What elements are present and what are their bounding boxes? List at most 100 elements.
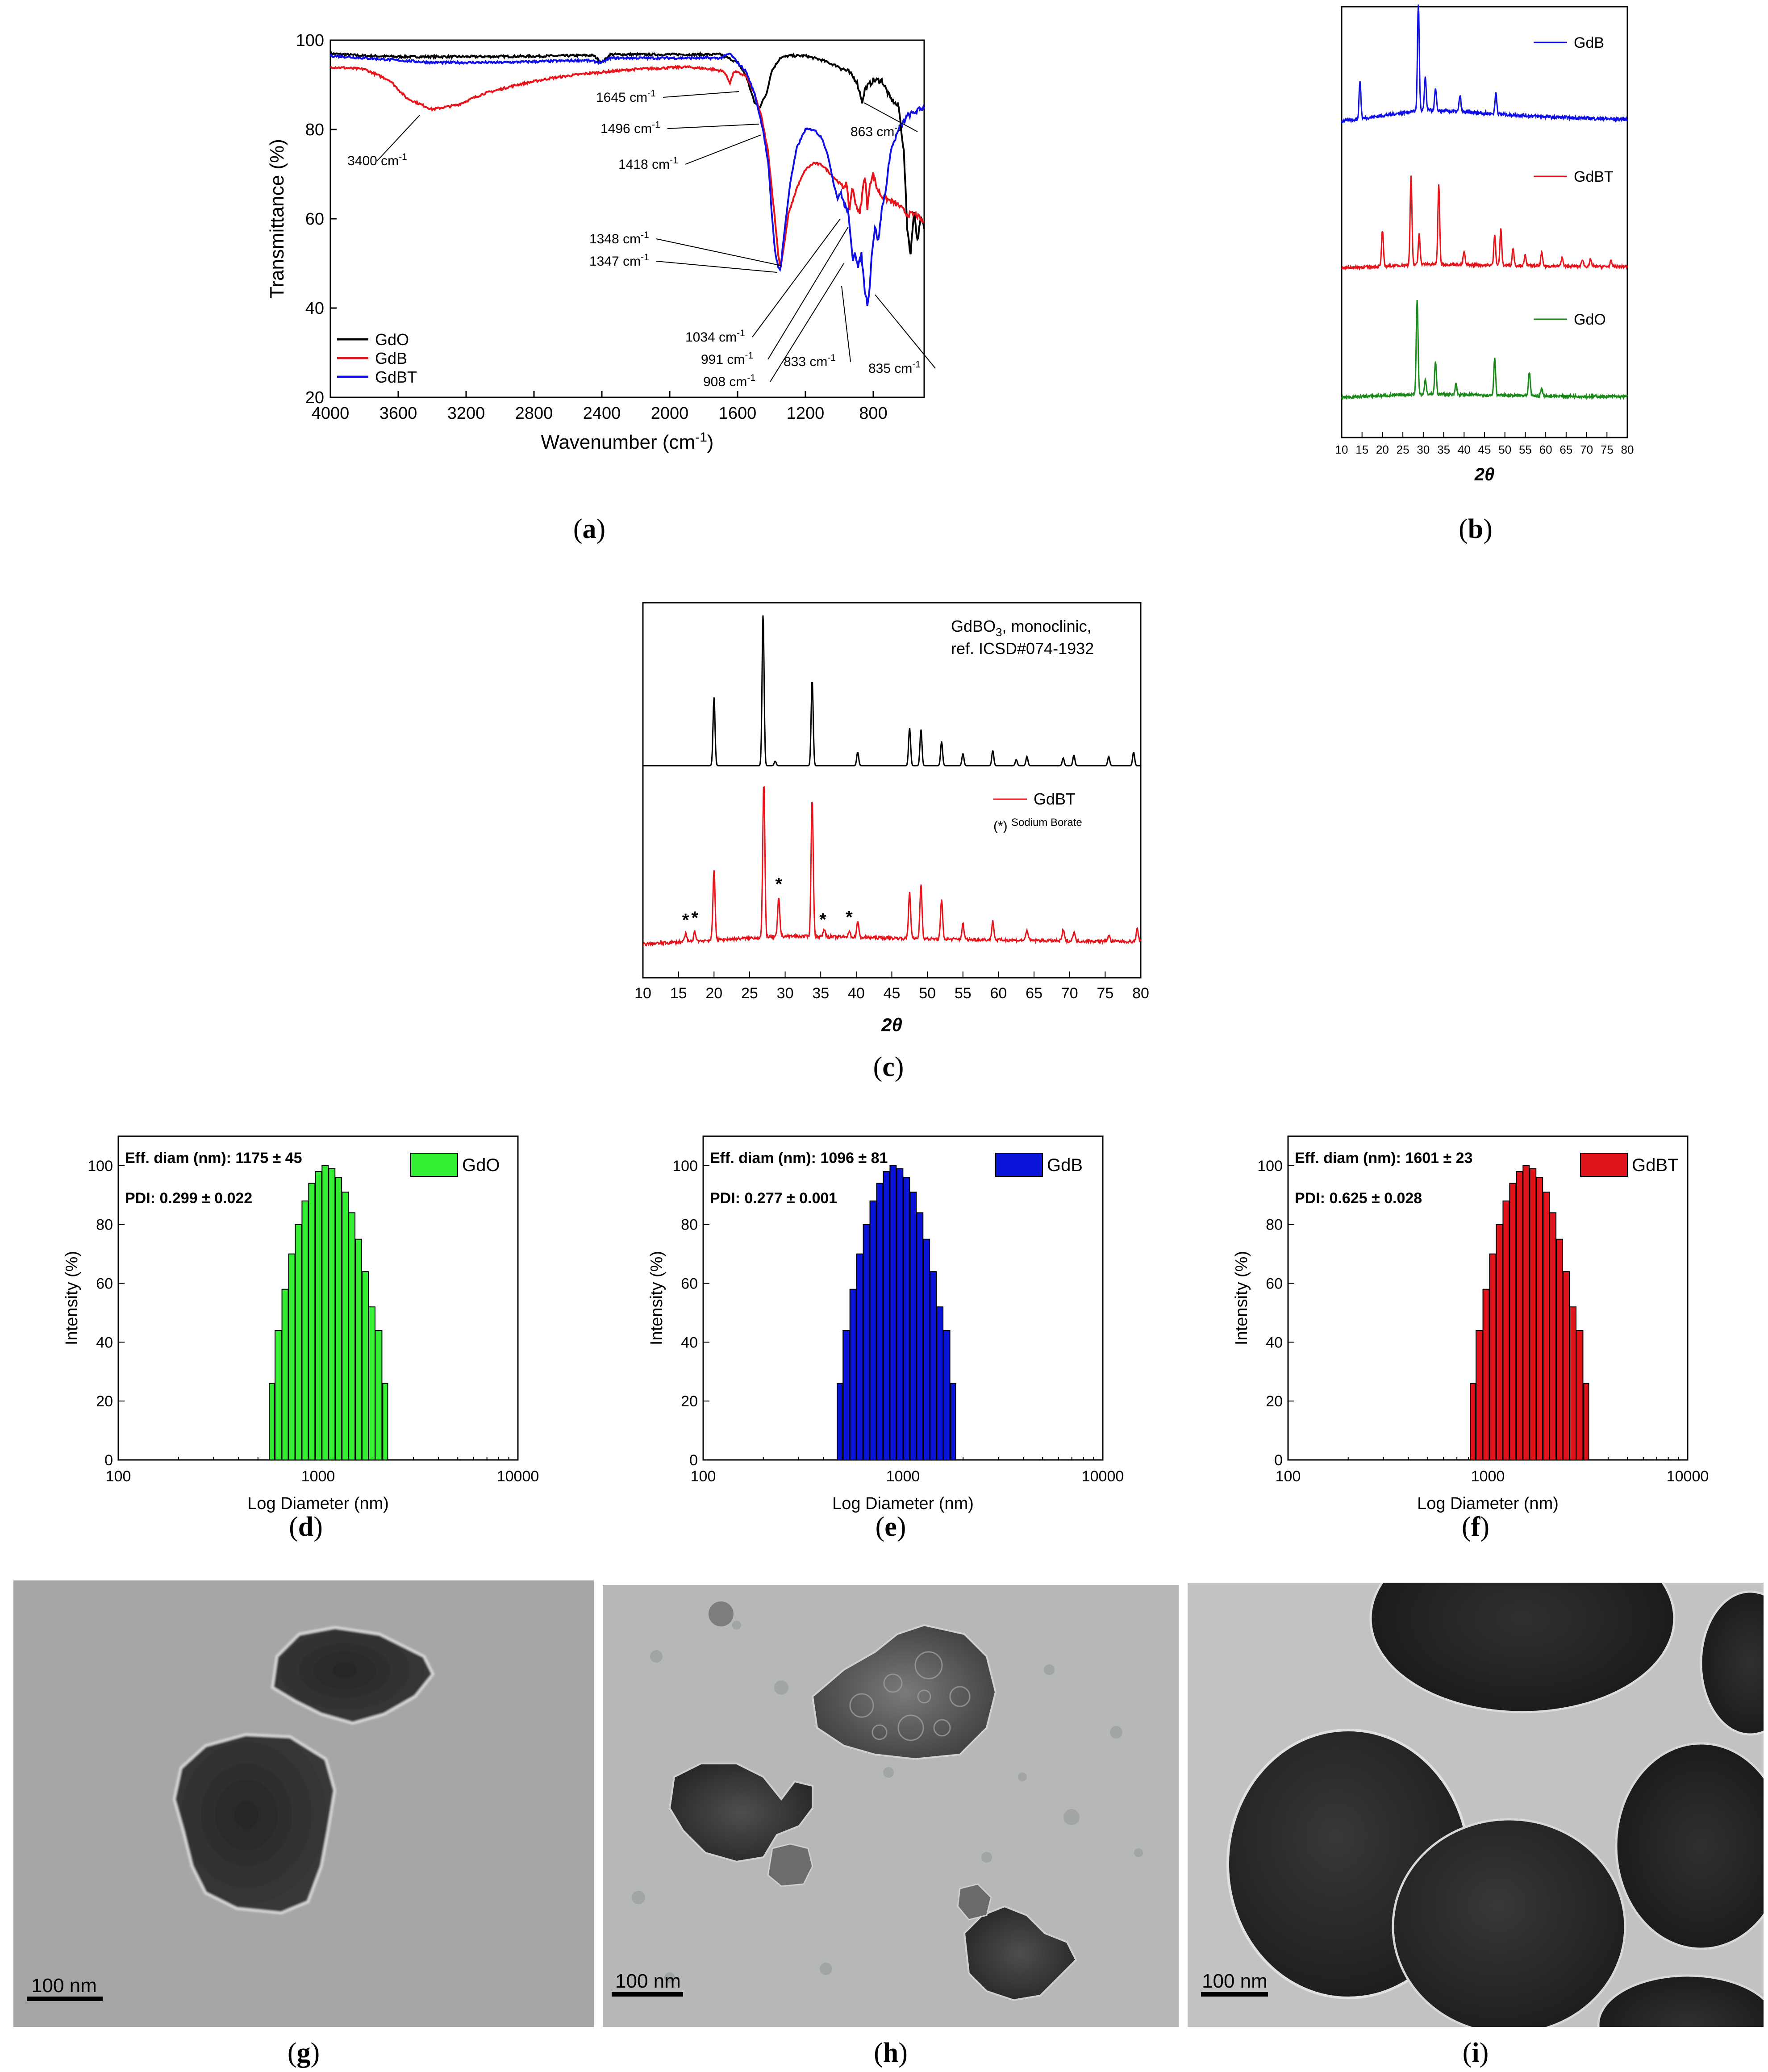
x-tick-label: 45 xyxy=(1478,443,1491,456)
histogram-bar xyxy=(909,1192,917,1460)
annotation-leader xyxy=(767,226,849,360)
xrd-stacked-chart: 10 15 20 25 30 35 40 45 50 55 60 65 70 75 80 2θ GdB GdBT G… xyxy=(1335,4,1634,484)
x-tick-label: 55 xyxy=(1519,443,1532,456)
histogram-bar xyxy=(849,1288,857,1460)
particle xyxy=(1700,1590,1764,1736)
x-tick-label: 70 xyxy=(1061,985,1078,1002)
histogram-bar xyxy=(1529,1168,1537,1460)
histogram-bar xyxy=(288,1253,296,1460)
annotation-leader xyxy=(685,134,762,165)
peak-annotation: 835 cm-1 xyxy=(868,359,921,376)
aggregate-particle xyxy=(668,1763,813,1863)
xrd-pattern-GdO xyxy=(1341,300,1628,401)
scale-bar xyxy=(612,1992,683,1997)
x-tick-label: 15 xyxy=(1355,443,1368,456)
peak-annotation: 833 cm-1 xyxy=(784,353,836,369)
particle xyxy=(271,1626,435,1725)
histogram-bar xyxy=(930,1271,937,1460)
legend-label-GdB: GdB xyxy=(1574,34,1604,51)
histogram-bar xyxy=(355,1238,363,1460)
legend-label-GdO: GdO xyxy=(1574,311,1606,328)
caption-h-text: (h) xyxy=(874,2038,908,2068)
effective-diameter-label: Eff. diam (nm): 1096 ± 81 xyxy=(710,1150,888,1167)
x-tick-label: 15 xyxy=(670,985,687,1002)
histogram-bar xyxy=(863,1224,870,1460)
x-axis-label: Log Diameter (nm) xyxy=(247,1494,389,1513)
histogram-bar xyxy=(295,1224,302,1460)
x-tick-label: 1000 xyxy=(1471,1468,1505,1485)
x-tick-label: 60 xyxy=(1539,443,1552,456)
x-tick-label: 3600 xyxy=(379,404,417,423)
x-tick-label: 75 xyxy=(1097,985,1113,1002)
pdi-label: PDI: 0.625 ± 0.028 xyxy=(1295,1190,1422,1207)
x-tick-label: 25 xyxy=(741,985,758,1002)
reference-label-line2: ref. ICSD#074-1932 xyxy=(951,639,1094,658)
histogram-bar xyxy=(301,1201,309,1460)
x-tick-label: 20 xyxy=(1376,443,1389,456)
annotation-leader xyxy=(377,115,420,161)
legend-label-GdO: GdO xyxy=(375,330,409,349)
histogram-bar xyxy=(328,1168,336,1460)
histogram-bar xyxy=(1482,1288,1490,1460)
y-tick-label: 60 xyxy=(305,210,324,229)
histogram-bar xyxy=(321,1165,329,1460)
panel-a-ftir: 4000 3600 3200 2800 2400 2000 1600 1200 800 20 40 6… xyxy=(266,31,936,544)
histogram-bar xyxy=(1563,1271,1570,1460)
plot-frame xyxy=(1341,6,1628,438)
caption-b: (b) xyxy=(1459,514,1493,544)
legend-label-GdB: GdB xyxy=(375,349,407,367)
x-tick-label: 100 xyxy=(1276,1468,1301,1485)
legend-label-GdBT: GdBT xyxy=(1574,168,1614,185)
caption-f: (f) xyxy=(1462,1512,1489,1542)
histogram-bar xyxy=(1569,1306,1576,1460)
histogram-bar xyxy=(335,1177,342,1461)
x-tick-label: 1000 xyxy=(301,1468,335,1485)
y-tick-label: 0 xyxy=(689,1452,698,1469)
dls-chart-gdb: 100 1000 10000 0 20 40 60 80 100 Log Diameter (nm… xyxy=(647,1135,1124,1513)
histogram-bar xyxy=(950,1383,956,1460)
legend-label-GdBT: GdBT xyxy=(1034,790,1076,808)
caption-g-holder: (g) xyxy=(288,2038,320,2068)
x-tick-label: 65 xyxy=(1026,985,1042,1002)
histogram-bar xyxy=(883,1171,890,1461)
x-tick-label: 1600 xyxy=(719,404,757,423)
histogram-bar xyxy=(308,1183,316,1461)
particle xyxy=(1369,1583,1676,1713)
peak-annotation: 1418 cm-1 xyxy=(618,155,678,172)
histogram-bar xyxy=(942,1330,951,1460)
histogram-bar xyxy=(1556,1238,1564,1460)
histogram-bar xyxy=(876,1183,884,1461)
peak-annotation: 1348 cm-1 xyxy=(589,230,649,246)
peak-annotation: 863 cm-1 xyxy=(851,123,903,139)
peak-annotation: 1034 cm-1 xyxy=(685,328,745,345)
x-tick-label: 10000 xyxy=(497,1468,539,1485)
caption-c: (c) xyxy=(873,1052,904,1082)
x-tick-label: 2000 xyxy=(651,404,689,423)
y-tick-label: 20 xyxy=(305,388,324,407)
y-tick-label: 40 xyxy=(1266,1334,1283,1351)
histogram-bar xyxy=(936,1306,944,1460)
histogram-bar xyxy=(923,1238,930,1460)
x-tick-label: 60 xyxy=(990,985,1007,1002)
x-tick-label: 80 xyxy=(1132,985,1149,1002)
histogram-bar xyxy=(1549,1212,1557,1460)
dls-chart-gdo: 100 1000 10000 0 20 40 60 80 100 Log Diameter (nm… xyxy=(63,1135,539,1513)
x-tick-label: 35 xyxy=(812,985,829,1002)
small-particle xyxy=(957,1883,992,1921)
histogram-bar xyxy=(342,1192,349,1460)
x-tick-label: 4000 xyxy=(312,404,350,423)
x-tick-label: 10 xyxy=(1335,443,1348,456)
series-line-GdBT xyxy=(329,52,925,306)
x-tick-label: 65 xyxy=(1560,443,1572,456)
y-tick-label: 100 xyxy=(672,1158,698,1175)
ftir-chart: 4000 3600 3200 2800 2400 2000 1600 1200 800 20 40 6… xyxy=(266,31,936,453)
small-particle xyxy=(709,1601,734,1626)
y-tick-label: 100 xyxy=(88,1158,113,1175)
small-particle xyxy=(767,1843,813,1887)
caption-g-text: (g) xyxy=(288,2038,320,2068)
reference-label: GdBO3, monoclinic, xyxy=(951,617,1092,639)
histogram-bar xyxy=(1576,1330,1584,1460)
x-tick-label: 20 xyxy=(705,985,722,1002)
x-tick-label: 30 xyxy=(1417,443,1430,456)
x-tick-label: 35 xyxy=(1437,443,1450,456)
